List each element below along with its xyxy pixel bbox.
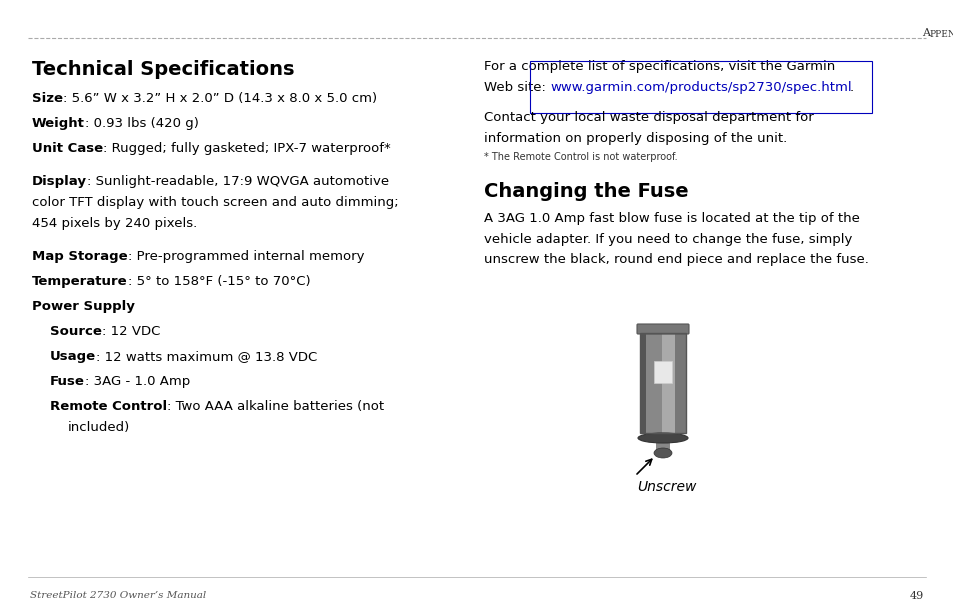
Text: Temperature: Temperature	[32, 275, 128, 288]
Text: A 3AG 1.0 Amp fast blow fuse is located at the tip of the: A 3AG 1.0 Amp fast blow fuse is located …	[483, 212, 859, 225]
Bar	[656, 438, 669, 453]
Text: : Sunlight-readable, 17:9 WQVGA automotive: : Sunlight-readable, 17:9 WQVGA automoti…	[87, 175, 389, 188]
Bar	[654, 361, 671, 383]
Text: : 3AG - 1.0 Amp: : 3AG - 1.0 Amp	[85, 375, 190, 388]
Text: Changing the Fuse: Changing the Fuse	[483, 182, 688, 201]
Text: Unscrew: Unscrew	[637, 480, 696, 494]
Text: Weight: Weight	[32, 117, 85, 130]
Text: : Two AAA alkaline batteries (not: : Two AAA alkaline batteries (not	[167, 400, 384, 413]
Text: vehicle adapter. If you need to change the fuse, simply: vehicle adapter. If you need to change t…	[483, 232, 851, 246]
Ellipse shape	[638, 433, 687, 443]
Text: StreetPilot 2730 Owner’s Manual: StreetPilot 2730 Owner’s Manual	[30, 591, 206, 600]
Bar	[639, 333, 685, 433]
Text: information on properly disposing of the unit.: information on properly disposing of the…	[483, 131, 786, 145]
Text: : 5° to 158°F (-15° to 70°C): : 5° to 158°F (-15° to 70°C)	[128, 275, 310, 288]
Ellipse shape	[654, 448, 671, 458]
Text: Power Supply: Power Supply	[32, 300, 134, 313]
Text: : 5.6” W x 3.2” H x 2.0” D (14.3 x 8.0 x 5.0 cm): : 5.6” W x 3.2” H x 2.0” D (14.3 x 8.0 x…	[63, 92, 376, 105]
Text: 49: 49	[909, 591, 923, 601]
Text: Size: Size	[32, 92, 63, 105]
Text: A: A	[921, 28, 929, 38]
Text: color TFT display with touch screen and auto dimming;: color TFT display with touch screen and …	[32, 196, 398, 209]
Text: : 12 VDC: : 12 VDC	[102, 325, 160, 338]
Text: : Pre-programmed internal memory: : Pre-programmed internal memory	[128, 250, 364, 263]
Text: www.garmin.com/products/sp2730/spec.html: www.garmin.com/products/sp2730/spec.html	[550, 80, 851, 94]
Text: Technical Specifications: Technical Specifications	[32, 60, 294, 79]
Bar	[645, 333, 661, 433]
Text: .: .	[849, 80, 853, 94]
Bar	[661, 333, 675, 433]
Text: * The Remote Control is not waterproof.: * The Remote Control is not waterproof.	[483, 152, 677, 162]
Text: Fuse: Fuse	[50, 375, 85, 388]
Text: Source: Source	[50, 325, 102, 338]
Text: PPENDIX: PPENDIX	[928, 30, 953, 39]
Text: unscrew the black, round end piece and replace the fuse.: unscrew the black, round end piece and r…	[483, 253, 868, 266]
Text: Unit Case: Unit Case	[32, 142, 103, 155]
Text: Remote Control: Remote Control	[50, 400, 167, 413]
Text: Contact your local waste disposal department for: Contact your local waste disposal depart…	[483, 111, 813, 124]
Text: Web site:: Web site:	[483, 80, 550, 94]
Bar	[675, 333, 685, 433]
Text: 454 pixels by 240 pixels.: 454 pixels by 240 pixels.	[32, 217, 197, 230]
Text: : 0.93 lbs (420 g): : 0.93 lbs (420 g)	[85, 117, 198, 130]
Text: For a complete list of specifications, visit the Garmin: For a complete list of specifications, v…	[483, 60, 835, 73]
Text: included): included)	[68, 421, 131, 434]
Text: : Rugged; fully gasketed; IPX-7 waterproof*: : Rugged; fully gasketed; IPX-7 waterpro…	[103, 142, 391, 155]
Text: : 12 watts maximum @ 13.8 VDC: : 12 watts maximum @ 13.8 VDC	[96, 350, 317, 363]
Text: Display: Display	[32, 175, 87, 188]
Bar	[639, 333, 645, 433]
Text: Usage: Usage	[50, 350, 96, 363]
Text: Map Storage: Map Storage	[32, 250, 128, 263]
FancyBboxPatch shape	[637, 324, 688, 334]
